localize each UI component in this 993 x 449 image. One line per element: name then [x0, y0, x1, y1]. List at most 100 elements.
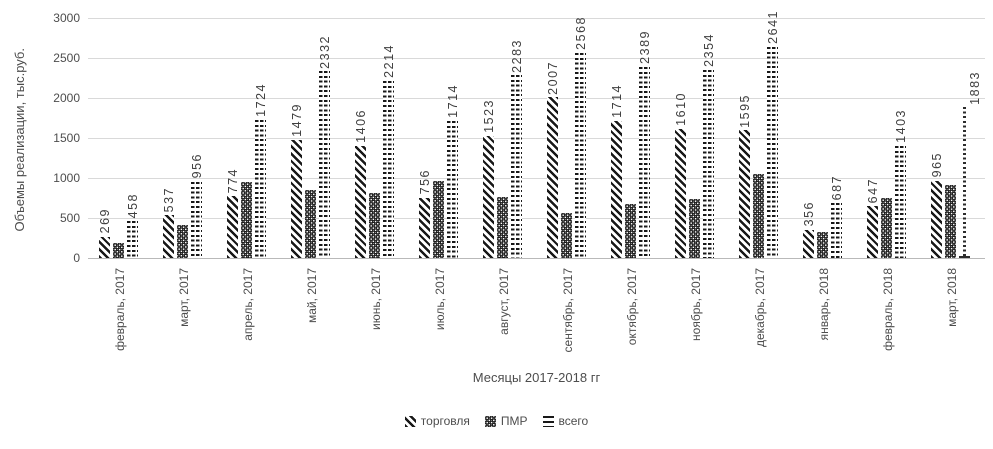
x-axis-label: июль, 2017 — [433, 268, 447, 331]
gridline — [88, 178, 985, 179]
y-tick-label: 0 — [73, 251, 80, 265]
x-axis-label: февраль, 2017 — [113, 268, 127, 351]
value-label-torgovlya: 356 — [801, 201, 816, 227]
bar-torgovlya — [931, 180, 942, 258]
value-label-vsego: 1403 — [893, 109, 908, 143]
value-label-torgovlya: 2007 — [545, 60, 560, 95]
value-label-torgovlya: 756 — [417, 169, 432, 195]
x-axis-label: апрель, 2017 — [241, 268, 255, 341]
value-label-vsego: 2641 — [765, 9, 780, 44]
bar-torgovlya — [291, 139, 302, 258]
bar-pmr — [113, 242, 124, 258]
value-label-torgovlya: 1479 — [289, 102, 304, 137]
value-label-vsego: 1883 — [967, 70, 982, 105]
value-label-torgovlya: 965 — [929, 152, 944, 178]
bar-pmr — [433, 181, 444, 258]
bar-vsego — [767, 46, 778, 258]
bar-pmr — [945, 184, 956, 258]
y-tick-label: 1500 — [53, 131, 80, 145]
bar-pmr — [561, 213, 572, 258]
gridline — [88, 18, 985, 19]
bar-torgovlya — [99, 236, 110, 258]
bar-torgovlya — [483, 136, 494, 258]
bar-pmr — [177, 224, 188, 258]
legend: торговля ПМР всего — [0, 414, 993, 428]
x-axis-label: ноябрь, 2017 — [689, 268, 703, 341]
value-label-vsego: 2354 — [701, 32, 716, 67]
bar-torgovlya — [867, 206, 878, 258]
value-label-vsego: 2568 — [573, 15, 588, 50]
y-tick-label: 1000 — [53, 171, 80, 185]
gridline — [88, 58, 985, 59]
bar-vsego — [127, 221, 138, 258]
value-label-vsego: 1724 — [253, 83, 268, 118]
bar-pmr — [497, 197, 508, 258]
legend-label-vsego: всего — [558, 414, 589, 428]
bar-torgovlya — [675, 129, 686, 258]
value-label-torgovlya: 1595 — [737, 93, 752, 128]
value-label-vsego: 458 — [125, 193, 140, 219]
bar-vsego — [959, 107, 970, 258]
bar-torgovlya — [419, 197, 430, 258]
x-axis-label: сентябрь, 2017 — [561, 268, 575, 353]
horizontal-dash-swatch-icon — [542, 415, 554, 427]
x-axis-label: декабрь, 2017 — [753, 268, 767, 348]
ring-lattice-swatch-icon — [484, 415, 496, 427]
x-axis-label: май, 2017 — [305, 268, 319, 323]
gridline — [88, 138, 985, 139]
bar-vsego — [575, 52, 586, 258]
x-axis-label: август, 2017 — [497, 268, 511, 335]
value-label-torgovlya: 537 — [161, 186, 176, 212]
value-label-torgovlya: 647 — [865, 177, 880, 204]
bar-pmr — [305, 189, 316, 258]
bar-torgovlya — [547, 97, 558, 258]
legend-label-pmr: ПМР — [500, 414, 528, 428]
value-label-vsego: 2283 — [509, 38, 524, 73]
x-axis-label: январь, 2018 — [817, 268, 831, 341]
bar-vsego — [319, 71, 330, 258]
bar-torgovlya — [355, 145, 366, 258]
bar-pmr — [753, 174, 764, 258]
bar-torgovlya — [611, 120, 622, 258]
value-label-torgovlya: 1406 — [353, 108, 368, 143]
x-axis-label: октябрь, 2017 — [625, 268, 639, 346]
bar-vsego — [703, 69, 714, 258]
y-tick-label: 3000 — [53, 11, 80, 25]
y-axis-title: Объемы реализации, тыс.руб. — [12, 48, 27, 232]
x-axis-label: июнь, 2017 — [369, 268, 383, 330]
value-label-vsego: 956 — [189, 153, 204, 179]
value-label-vsego: 2332 — [317, 34, 332, 69]
bar-pmr — [241, 182, 252, 258]
value-label-torgovlya: 1610 — [673, 92, 688, 127]
legend-label-torgovlya: торговля — [420, 414, 470, 428]
bar-vsego — [255, 120, 266, 258]
value-label-vsego: 2389 — [637, 30, 652, 64]
value-label-torgovlya: 1523 — [481, 99, 496, 134]
bar-vsego — [191, 181, 202, 258]
x-axis-label: март, 2018 — [945, 268, 959, 327]
value-label-vsego: 1714 — [445, 84, 460, 118]
gridline — [88, 218, 985, 219]
bar-torgovlya — [803, 229, 814, 258]
legend-item-torgovlya: торговля — [404, 414, 470, 428]
legend-item-pmr: ПМР — [484, 414, 528, 428]
gridline — [88, 98, 985, 99]
bar-vsego — [383, 80, 394, 258]
bar-torgovlya — [227, 196, 238, 258]
bar-torgovlya — [163, 215, 174, 258]
diagonal-hatch-swatch-icon — [404, 415, 416, 427]
value-label-vsego: 2214 — [381, 44, 396, 78]
y-tick-label: 500 — [59, 211, 80, 225]
bar-vsego — [831, 203, 842, 258]
bar-pmr — [881, 197, 892, 258]
value-label-torgovlya: 774 — [225, 167, 240, 194]
value-label-torgovlya: 1714 — [609, 84, 624, 118]
y-tick-label: 2000 — [53, 91, 80, 105]
legend-item-vsego: всего — [542, 414, 589, 428]
bar-pmr — [689, 198, 700, 258]
x-axis-label: март, 2017 — [177, 268, 191, 327]
bar-vsego — [639, 66, 650, 258]
bar-vsego — [895, 145, 906, 258]
x-axis-title: Месяцы 2017-2018 гг — [472, 370, 601, 385]
